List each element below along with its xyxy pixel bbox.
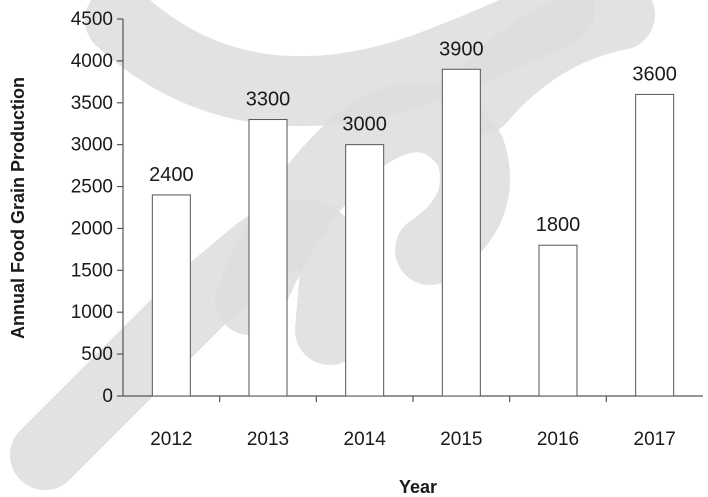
y-tick-label: 2500 bbox=[71, 177, 113, 198]
y-tick-label: 1000 bbox=[71, 302, 113, 323]
data-label-2012: 2400 bbox=[149, 164, 194, 186]
y-tick-label: 3000 bbox=[71, 135, 113, 156]
y-tick-label: 2000 bbox=[71, 218, 113, 239]
data-label-2013: 3300 bbox=[246, 89, 291, 111]
x-tick-label-2015: 2015 bbox=[440, 429, 482, 450]
bar-2017 bbox=[635, 93, 675, 397]
y-axis-title: Annual Food Grain Production bbox=[8, 77, 28, 339]
data-label-2015: 3900 bbox=[439, 38, 484, 60]
bar-2016 bbox=[538, 244, 578, 397]
data-label-2014: 3000 bbox=[342, 114, 387, 136]
y-tick-label: 0 bbox=[102, 386, 113, 407]
x-axis-title: Year bbox=[399, 477, 437, 497]
data-labels: 2400 3300 3000 3900 1800 3600 bbox=[149, 38, 677, 236]
y-tick-label: 1500 bbox=[71, 260, 113, 281]
x-tick-label-2013: 2013 bbox=[247, 429, 289, 450]
bar-2014 bbox=[345, 144, 385, 397]
x-tick-label-2014: 2014 bbox=[344, 429, 387, 450]
y-tick-label: 3500 bbox=[71, 93, 113, 114]
data-label-2016: 1800 bbox=[536, 214, 581, 236]
bar-2013 bbox=[248, 119, 288, 397]
y-ticks: 0 500 1000 1500 2000 2500 3000 3500 4000 4500 bbox=[71, 9, 123, 407]
x-ticks: 2012 2013 2014 2015 2016 2017 bbox=[150, 396, 676, 450]
y-tick-label: 4500 bbox=[71, 9, 113, 30]
y-tick-label: 500 bbox=[81, 344, 113, 365]
x-tick-label-2017: 2017 bbox=[634, 429, 676, 450]
watermark bbox=[10, 0, 655, 490]
bars bbox=[151, 68, 675, 397]
bar-2015 bbox=[441, 68, 481, 397]
y-tick-label: 4000 bbox=[71, 51, 113, 72]
data-label-2017: 3600 bbox=[632, 63, 677, 85]
bar-2012 bbox=[151, 194, 191, 397]
x-tick-label-2016: 2016 bbox=[537, 429, 579, 450]
x-tick-label-2012: 2012 bbox=[150, 429, 192, 450]
